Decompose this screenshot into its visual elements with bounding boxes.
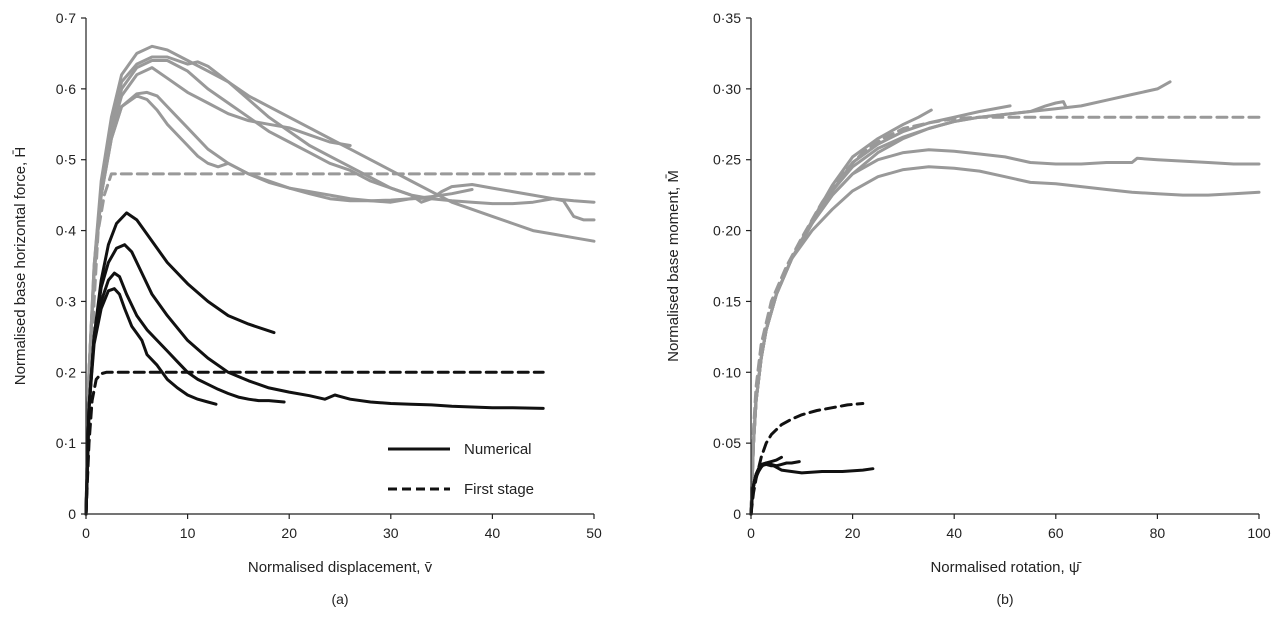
x-tick-label: 60 (1048, 525, 1064, 541)
x-axis-title: Normalised rotation, ψ̄ (930, 559, 1081, 576)
x-tick-label: 20 (845, 525, 861, 541)
y-tick-label: 0 (68, 506, 76, 522)
y-axis-title: Normalised base horizontal force, H̄ (12, 147, 29, 385)
legend: Numerical First stage (388, 441, 534, 498)
series-line-12 (84, 370, 545, 516)
y-tick-label: 0·25 (713, 152, 741, 168)
y-tick-label: 0·10 (713, 364, 741, 380)
panel-label: (b) (996, 591, 1013, 607)
series-line-2 (84, 55, 596, 516)
y-tick-label: 0 (733, 506, 741, 522)
y-tick-label: 0·20 (713, 223, 741, 239)
chart-panel-a: 0 0·1 0·2 0·3 0·4 0·5 0·6 0·7 0 10 20 30 40 50 Normal… (12, 10, 602, 607)
panel-label: (a) (331, 591, 348, 607)
y-tick-label: 0·35 (713, 10, 741, 26)
series-line-5 (749, 148, 1261, 516)
series-line-7 (749, 115, 1261, 516)
series-layer (749, 80, 1261, 516)
axes-layer: 0 0·1 0·2 0·3 0·4 0·5 0·6 0·7 0 10 20 30 40 50 (56, 10, 602, 541)
x-tick-label: 40 (485, 525, 501, 541)
x-tick-label: 50 (586, 525, 602, 541)
series-line-5 (84, 90, 474, 516)
y-tick-label: 0·30 (713, 81, 741, 97)
x-tick-label: 100 (1247, 525, 1271, 541)
legend-label-first-stage: First stage (464, 481, 534, 498)
series-line-2 (749, 100, 1068, 516)
series-line-1 (84, 44, 596, 516)
y-tick-label: 0·1 (56, 435, 76, 451)
series-line-11 (84, 287, 218, 516)
axes-layer: 0 0·05 0·10 0·15 0·20 0·25 0·30 0·35 0 20 40 60 80 10… (713, 10, 1271, 541)
series-line-3 (84, 59, 596, 516)
x-tick-label: 40 (946, 525, 962, 541)
legend-label-numerical: Numerical (464, 441, 532, 458)
y-tick-label: 0·3 (56, 293, 76, 309)
x-tick-label: 20 (281, 525, 297, 541)
x-tick-label: 10 (180, 525, 196, 541)
series-line-10 (84, 271, 286, 516)
x-tick-label: 80 (1150, 525, 1166, 541)
series-line-10 (749, 461, 875, 516)
y-tick-label: 0·7 (56, 10, 76, 26)
y-tick-label: 0·5 (56, 152, 76, 168)
series-line-12 (749, 402, 865, 516)
x-tick-label: 0 (747, 525, 755, 541)
y-tick-label: 0·6 (56, 81, 76, 97)
series-layer (84, 44, 596, 516)
series-line-1 (749, 80, 1172, 516)
series-line-9 (84, 243, 545, 516)
x-tick-label: 30 (383, 525, 399, 541)
series-line-6 (84, 94, 433, 516)
chart-panel-b: 0 0·05 0·10 0·15 0·20 0·25 0·30 0·35 0 20 40 60 80 10… (665, 10, 1271, 607)
y-axis-title: Normalised base moment, M̄ (665, 170, 682, 362)
series-line-6 (749, 165, 1261, 516)
x-axis-title: Normalised displacement, v̄ (248, 559, 433, 576)
y-tick-label: 0·2 (56, 364, 76, 380)
series-line-3 (749, 104, 1012, 516)
y-tick-label: 0·15 (713, 293, 741, 309)
x-tick-label: 0 (82, 525, 90, 541)
y-tick-label: 0·4 (56, 223, 76, 239)
y-tick-label: 0·05 (713, 435, 741, 451)
